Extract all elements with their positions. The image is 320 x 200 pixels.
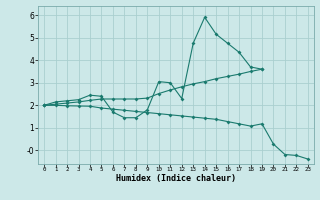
X-axis label: Humidex (Indice chaleur): Humidex (Indice chaleur) xyxy=(116,174,236,183)
